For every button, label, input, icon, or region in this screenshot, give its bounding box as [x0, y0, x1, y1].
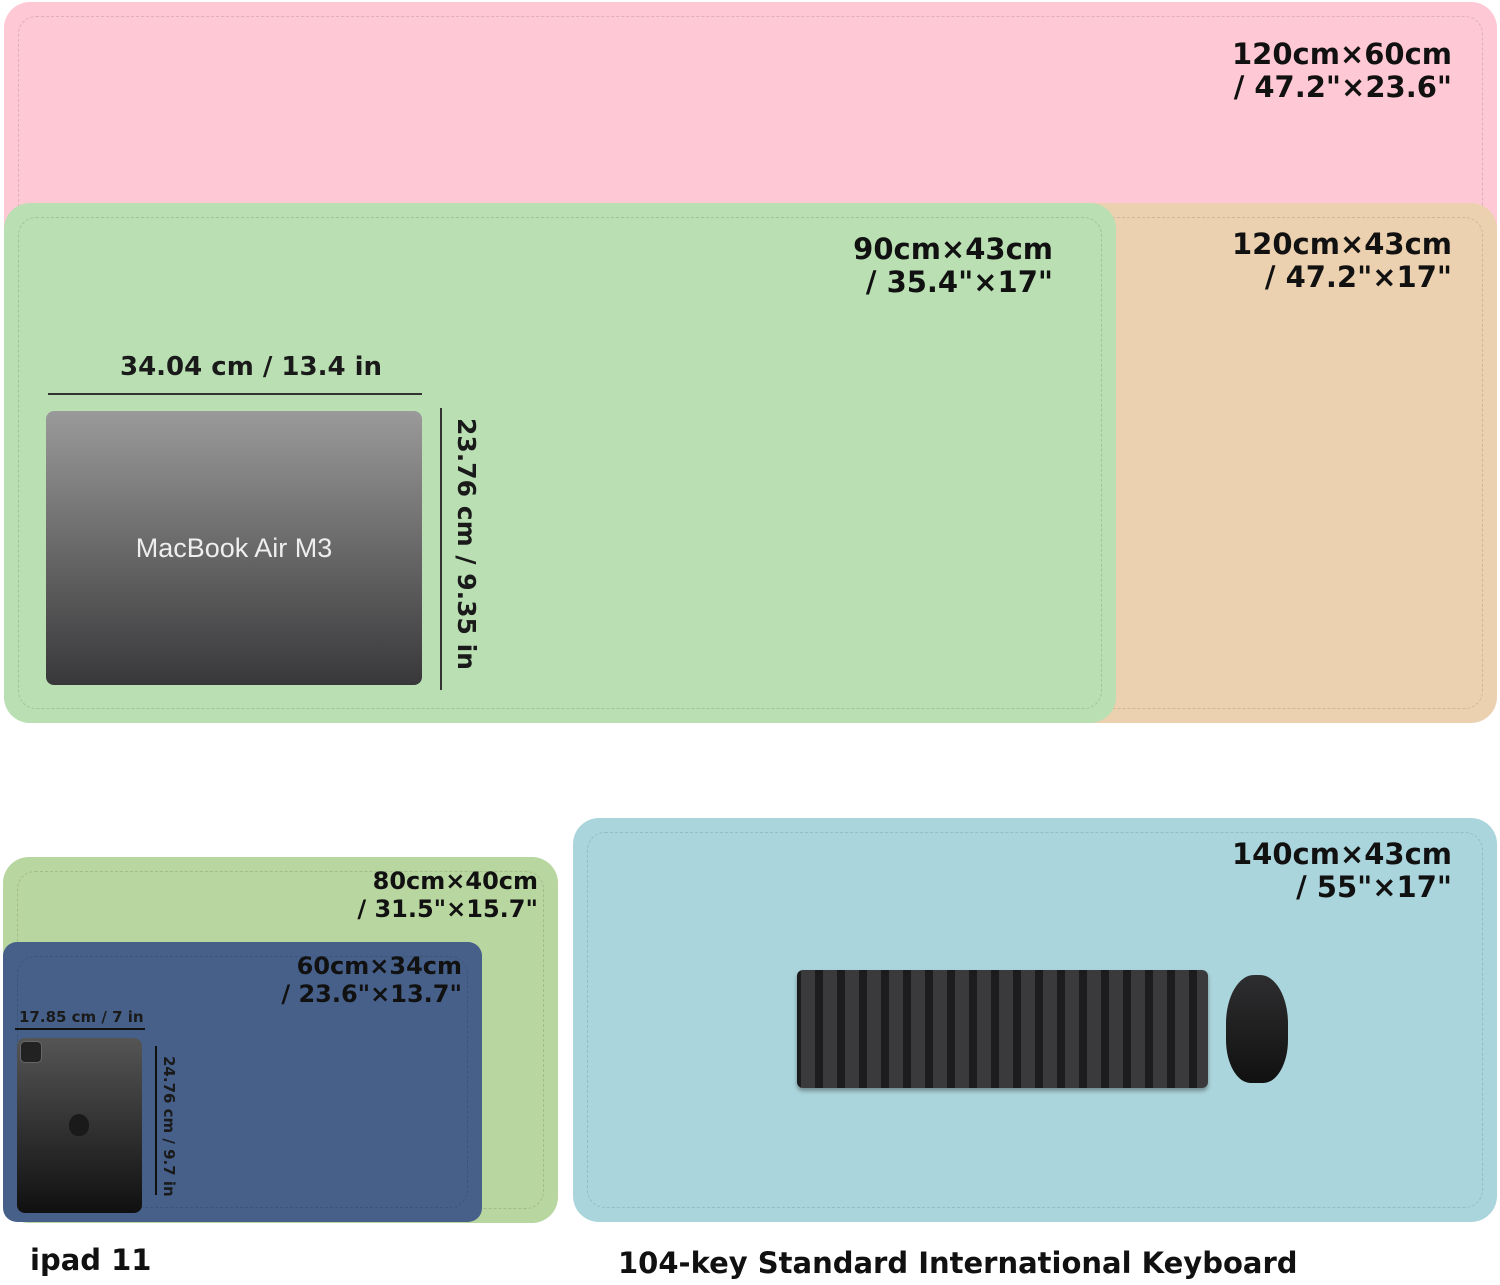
- apple-logo-icon: [69, 1114, 89, 1136]
- macbook-label: MacBook Air M3: [135, 532, 333, 563]
- size-in: / 35.4"×17": [865, 265, 1053, 300]
- mat-peach: [1060, 203, 1497, 723]
- mat-pink-label: 120cm×60cm / 47.2"×23.6": [1231, 37, 1452, 105]
- ipad: [17, 1038, 142, 1213]
- size-cm: 120cm×43cm: [1231, 227, 1452, 261]
- size-cm: 140cm×43cm: [1231, 837, 1452, 871]
- macbook: MacBook Air M3: [46, 411, 422, 685]
- ipad-width-line: [15, 1028, 145, 1030]
- size-cm: 120cm×60cm: [1231, 37, 1452, 71]
- size-in: / 47.2"×17": [1264, 260, 1452, 295]
- camera-icon: [20, 1041, 42, 1063]
- size-in: / 23.6"×13.7": [281, 979, 462, 1008]
- ipad-caption: ipad 11: [30, 1243, 152, 1277]
- macbook-width-line: [48, 393, 422, 395]
- keyboard-caption: 104-key Standard International Keyboard: [618, 1246, 1298, 1280]
- macbook-width-label: 34.04 cm / 13.4 in: [120, 352, 383, 382]
- mat-light-green-label: 80cm×40cm / 31.5"×15.7": [300, 867, 538, 923]
- mat-green-label: 90cm×43cm / 35.4"×17": [700, 232, 1053, 300]
- size-in: / 55"×17": [1296, 870, 1452, 905]
- mat-teal-label: 140cm×43cm / 55"×17": [1231, 837, 1452, 905]
- mouse: [1226, 975, 1288, 1083]
- ipad-height-line: [155, 1046, 157, 1195]
- size-in: / 47.2"×23.6": [1233, 70, 1452, 105]
- size-in: / 31.5"×15.7": [357, 894, 538, 923]
- size-cm: 60cm×34cm: [296, 952, 462, 980]
- ipad-height-label: 24.76 cm / 9.7 in: [160, 1056, 178, 1197]
- size-cm: 80cm×40cm: [372, 867, 538, 895]
- macbook-height-line: [440, 408, 442, 690]
- ipad-width-label: 17.85 cm / 7 in: [19, 1008, 144, 1026]
- keyboard: [797, 970, 1208, 1088]
- mat-peach-label: 120cm×43cm / 47.2"×17": [1231, 227, 1452, 295]
- mat-blue-label: 60cm×34cm / 23.6"×13.7": [250, 952, 462, 1008]
- macbook-height-label: 23.76 cm / 9.35 in: [452, 418, 481, 670]
- size-cm: 90cm×43cm: [853, 232, 1053, 266]
